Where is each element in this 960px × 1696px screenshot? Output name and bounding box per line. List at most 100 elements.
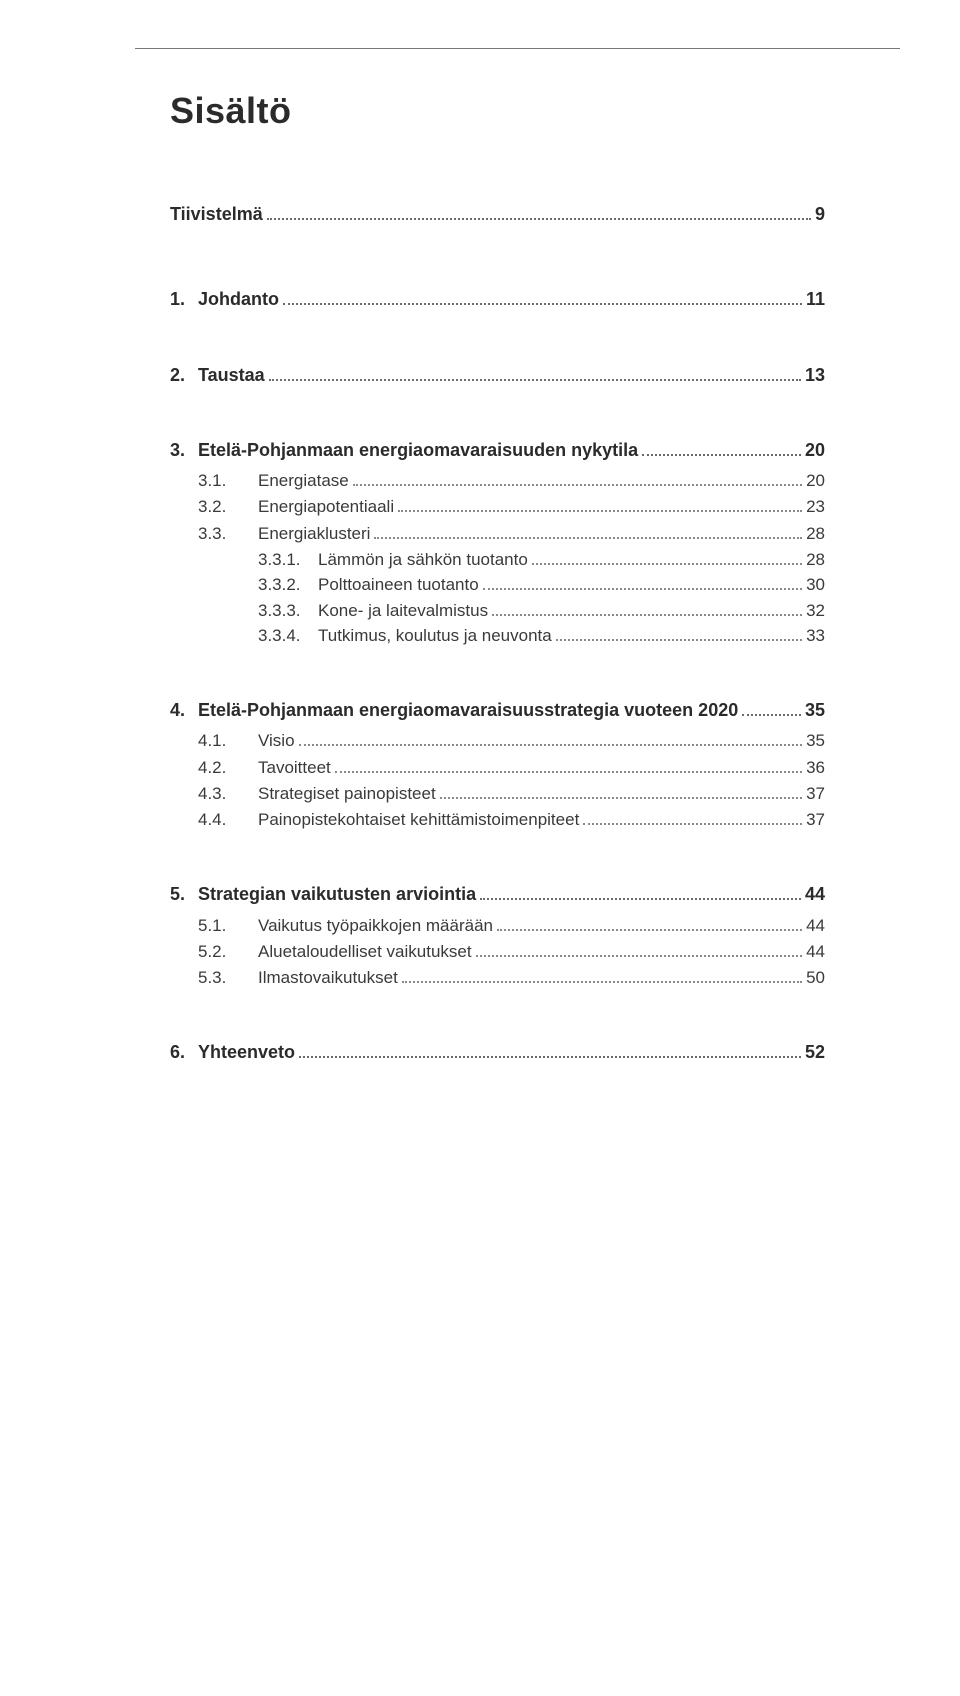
toc-row-page: 44 [806,942,825,962]
toc-row-label: Lämmön ja sähkön tuotanto [318,550,528,570]
toc-row-label: Strategian vaikutusten arviointia [198,884,476,905]
toc-row-number: 5. [170,884,198,905]
toc-leader [476,942,803,957]
toc-row: 3.2.Energiapotentiaali 23 [198,497,825,517]
toc-row-page: 35 [806,731,825,751]
toc-row: 1.Johdanto 11 [170,289,825,310]
toc-row-page: 44 [805,884,825,905]
toc-row-page: 37 [806,784,825,804]
toc-row-label: Johdanto [198,289,279,310]
toc-row-page: 30 [806,575,825,595]
toc-row-number: 5.2. [198,942,258,962]
toc-row-number: 4.1. [198,731,258,751]
top-rule [135,48,900,49]
toc-row-number: 4.2. [198,758,258,778]
toc-row-page: 50 [806,968,825,988]
toc-row-number: 5.1. [198,916,258,936]
toc-row: 5.1.Vaikutus työpaikkojen määrään 44 [198,915,825,935]
toc-leader [440,784,802,799]
toc-summary: Tiivistelmä 9 [170,204,825,225]
toc-row: 4.Etelä-Pohjanmaan energiaomavaraisuusst… [170,700,825,721]
toc-row: 4.3.Strategiset painopisteet 37 [198,784,825,804]
toc-row-page: 13 [805,365,825,386]
toc-leader [480,884,801,900]
toc-row-page: 28 [806,550,825,570]
toc-row-number: 4.3. [198,784,258,804]
toc-row: 3.Etelä-Pohjanmaan energiaomavaraisuuden… [170,440,825,461]
toc-row: 3.1.Energiatase20 [198,471,825,491]
toc-leader [353,471,802,486]
toc-leader [497,915,802,930]
toc-leader [299,1042,801,1058]
toc-row-label: Etelä-Pohjanmaan energiaomavaraisuuden n… [198,440,638,461]
toc-row: 3.3.2.Polttoaineen tuotanto 30 [258,575,825,595]
toc-row-label: Polttoaineen tuotanto [318,575,479,595]
toc-row-page: 44 [806,916,825,936]
toc-row-page: 11 [806,289,825,310]
toc-row-number: 3.3.2. [258,575,318,595]
toc-row: 2.Taustaa 13 [170,364,825,385]
toc-leader [532,550,802,565]
toc-block: 5.Strategian vaikutusten arviointia445.1… [170,884,825,988]
toc-summary-label: Tiivistelmä [170,204,263,225]
toc-row-number: 3.3.3. [258,601,318,621]
toc-row-number: 6. [170,1042,198,1063]
toc-row-page: 36 [806,758,825,778]
toc-row-number: 3.3. [198,524,258,544]
toc-block: 3.Etelä-Pohjanmaan energiaomavaraisuuden… [170,440,825,646]
toc-row-number: 4. [170,700,198,721]
toc-body: 1.Johdanto112.Taustaa133.Etelä-Pohjanmaa… [170,289,825,1063]
toc-leader [398,497,802,512]
toc-row-number: 3. [170,440,198,461]
toc-row-number: 3.3.1. [258,550,318,570]
toc-row-label: Tavoitteet [258,758,331,778]
toc-leader [402,968,802,983]
toc-row-number: 3.1. [198,471,258,491]
toc-leader [335,757,802,772]
toc-row-label: Strategiset painopisteet [258,784,436,804]
toc-leader [374,523,802,538]
toc-row-page: 20 [806,471,825,491]
toc-row-label: Taustaa [198,365,265,386]
toc-row-label: Ilmastovaikutukset [258,968,398,988]
toc-row: 4.1.Visio35 [198,731,825,751]
toc-row-label: Yhteenveto [198,1042,295,1063]
toc-block: 6.Yhteenveto 52 [170,1042,825,1063]
toc-row-label: Tutkimus, koulutus ja neuvonta [318,626,552,646]
toc-block: 2.Taustaa 13 [170,364,825,385]
toc-row-page: 33 [806,626,825,646]
toc-row: 5.3.Ilmastovaikutukset50 [198,968,825,988]
toc-row-label: Etelä-Pohjanmaan energiaomavaraisuusstra… [198,700,738,721]
toc-row: 4.2.Tavoitteet 36 [198,757,825,777]
toc-leader [483,575,802,590]
toc-row-label: Energiapotentiaali [258,497,394,517]
toc-row: 4.4.Painopistekohtaiset kehittämistoimen… [198,810,825,830]
toc-row-page: 52 [805,1042,825,1063]
toc-row-page: 23 [806,497,825,517]
toc-row: 3.3.3.Kone- ja laitevalmistus 32 [258,600,825,620]
toc-row-page: 32 [806,601,825,621]
toc-row-label: Vaikutus työpaikkojen määrään [258,916,493,936]
toc-leader [583,810,802,825]
toc-row-label: Aluetaloudelliset vaikutukset [258,942,472,962]
toc-leader [642,440,801,456]
toc-row-label: Kone- ja laitevalmistus [318,601,488,621]
toc-row-page: 35 [805,700,825,721]
toc-summary-page: 9 [815,204,825,225]
toc-leader [299,731,803,746]
toc-block: 1.Johdanto 11 [170,289,825,310]
toc-row-page: 28 [806,524,825,544]
toc-leader [492,600,802,615]
toc-row: 6.Yhteenveto 52 [170,1042,825,1063]
toc-row: 3.3.1.Lämmön ja sähkön tuotanto 28 [258,550,825,570]
toc-row-number: 4.4. [198,810,258,830]
toc-row-number: 3.2. [198,497,258,517]
toc-leader [269,364,801,380]
toc-leader [742,700,801,716]
toc-row-label: Painopistekohtaiset kehittämistoimenpite… [258,810,579,830]
toc-block: 4.Etelä-Pohjanmaan energiaomavaraisuusst… [170,700,825,830]
toc-row: 3.3.Energiaklusteri28 [198,523,825,543]
toc-row-number: 1. [170,289,198,310]
toc-row-number: 2. [170,365,198,386]
toc-row: 5.Strategian vaikutusten arviointia 44 [170,884,825,905]
